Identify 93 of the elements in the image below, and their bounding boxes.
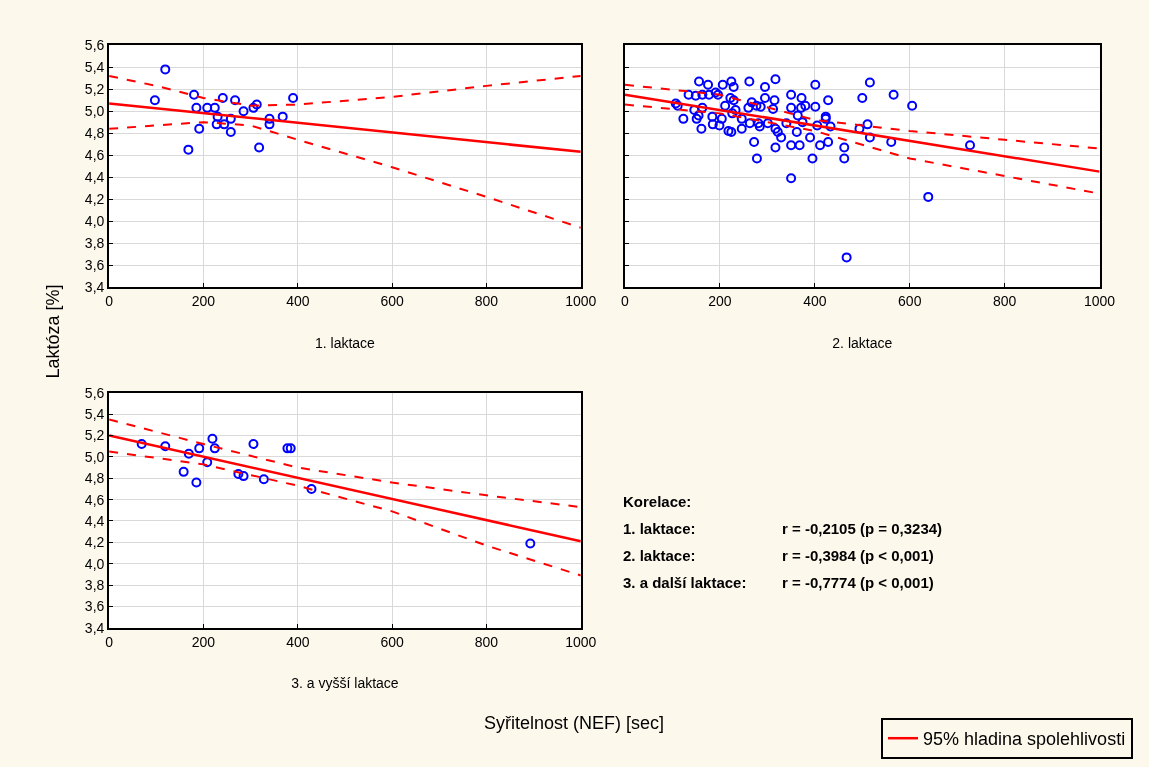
x-tick-label: 200 — [191, 633, 216, 650]
point — [238, 106, 249, 117]
y-tick-label: 5,0 — [84, 103, 105, 120]
x-tick-label: 400 — [286, 633, 310, 650]
point — [225, 113, 236, 124]
x-tick-label: 400 — [286, 292, 310, 309]
y-tick-label: 3,4 — [84, 619, 105, 636]
x-axis-title: 2. laktace — [832, 334, 893, 351]
point — [212, 111, 223, 122]
y-tick-label: 5,6 — [84, 384, 105, 401]
point — [202, 457, 213, 468]
line-series — [109, 121, 581, 229]
point — [211, 119, 222, 130]
point — [191, 477, 202, 488]
text: 1. laktace: — [623, 520, 696, 537]
point — [183, 448, 194, 459]
x-tick-label: 800 — [992, 292, 1017, 309]
x-tick-label: 200 — [708, 292, 732, 309]
x-tick-label: 600 — [380, 633, 405, 650]
y-tick-label: 4,0 — [84, 213, 105, 229]
x-tick-label: 0 — [105, 633, 114, 650]
y-tick-label: 5,4 — [84, 406, 105, 423]
y-tick-label: 5,0 — [84, 448, 105, 465]
x-tick-label: 800 — [474, 633, 499, 650]
text: Korelace: — [623, 493, 692, 510]
point — [149, 95, 160, 106]
point — [248, 439, 259, 450]
y-tick-label: 4,8 — [84, 470, 105, 487]
point — [160, 441, 171, 452]
y-tick-label: 3,8 — [84, 576, 105, 593]
y-tick-label: 5,6 — [84, 37, 105, 54]
point — [254, 142, 265, 153]
point — [277, 111, 288, 122]
x-tick-label: 400 — [803, 292, 827, 309]
x-tick-label: 1000 — [1084, 292, 1116, 309]
y-tick-label: 5,2 — [84, 427, 105, 444]
y-tick-label: 5,4 — [84, 59, 105, 76]
y-tick-label: 3,4 — [84, 278, 105, 295]
y-tick-label: 4,6 — [84, 147, 105, 164]
x-tick-label: 1000 — [565, 292, 597, 309]
y-tick-label: 4,8 — [84, 125, 105, 142]
y-tick-label: 3,6 — [84, 598, 105, 615]
point — [202, 102, 213, 113]
y-tick-label: 4,4 — [84, 512, 105, 529]
point — [264, 113, 275, 124]
point — [209, 102, 220, 113]
point — [233, 468, 244, 479]
point — [238, 471, 249, 482]
point — [160, 64, 171, 75]
x-tick-label: 1000 — [565, 633, 597, 650]
y-tick-label: 4,6 — [84, 491, 105, 508]
point — [225, 127, 236, 138]
point — [191, 102, 202, 113]
point — [525, 538, 536, 549]
y-tick-label: 3,6 — [84, 256, 105, 273]
x-tick-label: 600 — [380, 292, 405, 309]
y-tick-label: 4,2 — [84, 534, 105, 551]
x-axis-title: 1. laktace — [314, 334, 376, 351]
y-tick-label: 4,0 — [84, 555, 105, 572]
text: 3. a další laktace: — [623, 574, 747, 591]
x-tick-label: 200 — [191, 292, 216, 309]
point — [288, 92, 299, 103]
text: r = -0,2105 (p = 0,3234) — [782, 520, 943, 537]
point — [264, 119, 275, 130]
y-tick-label: 3,8 — [84, 234, 105, 251]
line-series — [109, 450, 581, 577]
point — [207, 433, 218, 444]
x-axis-title: 3. a vyšší laktace — [291, 675, 399, 692]
x-tick-label: 600 — [898, 292, 922, 309]
point — [217, 92, 228, 103]
x-tick-label: 0 — [621, 292, 630, 309]
text: r = -0,3984 (p < 0,001) — [782, 547, 934, 564]
point — [189, 89, 200, 100]
point — [183, 144, 194, 155]
text: 2. laktace: — [623, 547, 696, 564]
point — [306, 483, 317, 494]
x-tick-label: 0 — [105, 292, 114, 309]
point — [194, 123, 205, 134]
point — [136, 439, 147, 450]
legend-label: 95% hladina spolehlivosti — [923, 729, 1126, 750]
point — [230, 95, 241, 106]
point — [194, 443, 205, 454]
point — [219, 119, 230, 130]
text: Syřitelnost (NEF) [sec] — [484, 713, 665, 733]
x-tick-label: 800 — [474, 292, 499, 309]
y-tick-label: 4,4 — [84, 169, 105, 186]
text: r = -0,7774 (p < 0,001) — [782, 574, 934, 591]
point — [209, 443, 220, 454]
y-tick-label: 4,2 — [84, 191, 105, 208]
y-axis-title: Laktóza [%] — [43, 284, 64, 379]
y-tick-label: 5,2 — [84, 81, 105, 98]
point — [178, 466, 189, 477]
point — [258, 474, 269, 485]
